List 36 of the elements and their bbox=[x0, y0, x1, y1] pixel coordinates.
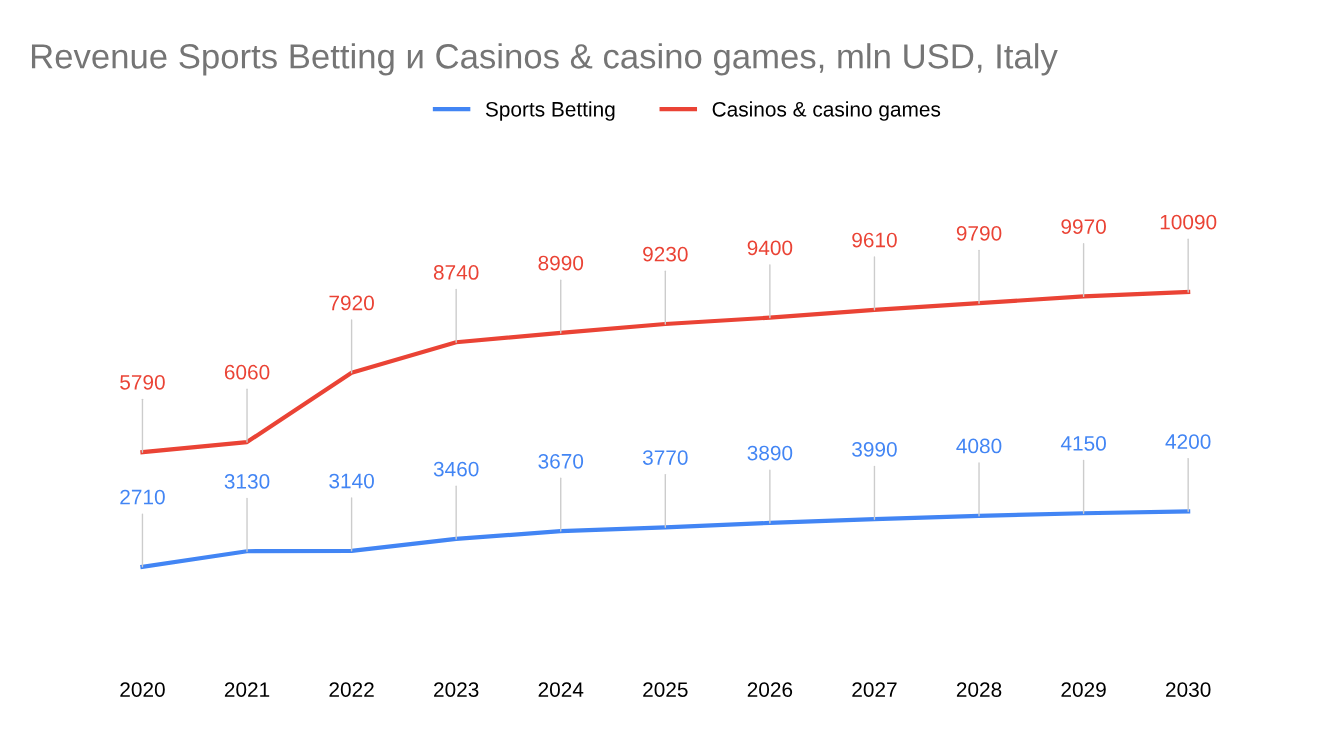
data-label: 3770 bbox=[642, 450, 688, 465]
data-label: 3140 bbox=[329, 473, 374, 489]
data-label: 3460 bbox=[433, 461, 479, 477]
x-tick-label: 2022 bbox=[329, 682, 374, 697]
data-label: 9790 bbox=[956, 225, 1002, 241]
data-label: 5790 bbox=[120, 374, 165, 390]
x-tick-label: 2025 bbox=[643, 682, 688, 697]
data-label: 9400 bbox=[747, 240, 793, 256]
data-label: 9230 bbox=[643, 246, 688, 262]
data-label: 7920 bbox=[329, 295, 374, 311]
legend-label: Casinos & casino games bbox=[712, 101, 941, 121]
data-label: 3670 bbox=[538, 453, 584, 469]
legend-label: Sports Betting bbox=[485, 101, 615, 121]
x-tick-label: 2020 bbox=[120, 682, 165, 697]
data-label: 2710 bbox=[120, 489, 165, 505]
data-label: 10090 bbox=[1160, 214, 1217, 230]
x-tick-label: 2030 bbox=[1166, 682, 1211, 697]
data-label: 4080 bbox=[956, 438, 1002, 454]
data-label: 3130 bbox=[224, 474, 270, 489]
data-label: 8990 bbox=[538, 255, 584, 271]
data-label: 8740 bbox=[433, 265, 479, 280]
x-tick-label: 2024 bbox=[538, 682, 584, 697]
chart-title: Revenue Sports Betting и Casinos & casino games, mln USD, Italy bbox=[31, 43, 1058, 76]
x-tick-label: 2023 bbox=[434, 682, 479, 697]
x-tick-label: 2029 bbox=[1061, 682, 1106, 697]
data-label: 4200 bbox=[1165, 434, 1211, 449]
data-label: 3990 bbox=[852, 441, 897, 457]
data-label: 9970 bbox=[1061, 219, 1106, 234]
x-tick-label: 2027 bbox=[852, 682, 897, 697]
x-tick-label: 2028 bbox=[956, 682, 1002, 697]
data-label: 9610 bbox=[852, 232, 897, 248]
data-label: 3890 bbox=[747, 445, 793, 461]
data-label: 4150 bbox=[1060, 436, 1106, 451]
data-label: 6060 bbox=[224, 364, 270, 380]
x-tick-label: 2026 bbox=[747, 682, 793, 697]
x-tick-label: 2021 bbox=[224, 682, 270, 697]
